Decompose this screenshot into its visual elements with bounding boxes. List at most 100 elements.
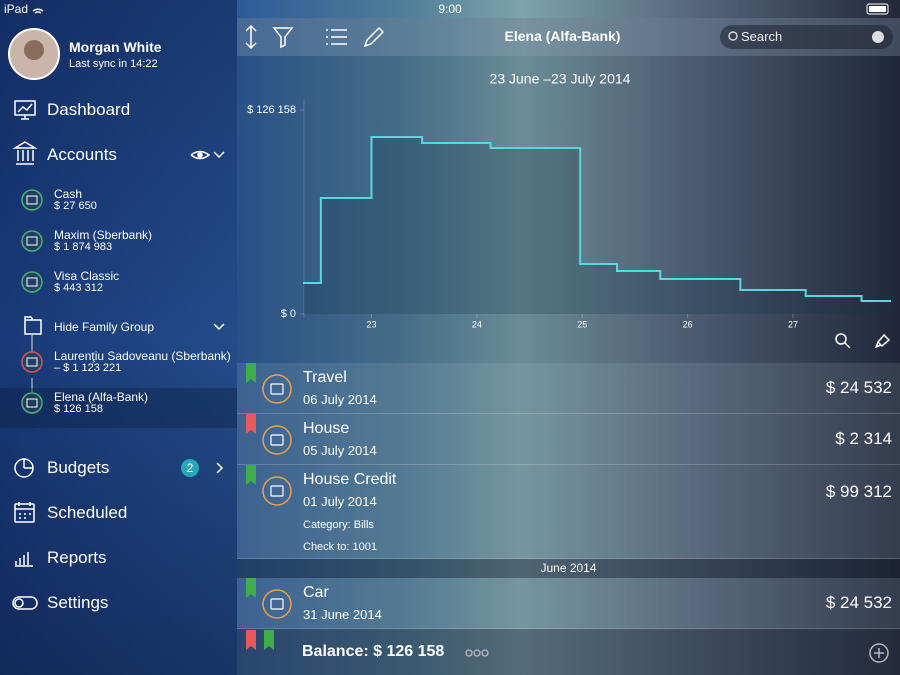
transaction-amount: $ 2 314 [835, 429, 892, 448]
flag [246, 465, 256, 485]
transaction-row[interactable]: Travel 06 July 2014 $ 24 532 [237, 363, 900, 414]
transaction-amount: $ 24 532 [825, 378, 892, 397]
chart: 23 June –23 July 2014 $ 0 $ 126 158 23 24 25… [247, 71, 891, 329]
chart-title: 23 June –23 July 2014 [490, 71, 631, 87]
account-icon [21, 189, 43, 211]
x-tick-label: 26 [683, 319, 693, 329]
account-amount: $ 27 650 [54, 200, 97, 212]
clock: 9:00 [438, 2, 462, 16]
badge-bg [181, 459, 199, 477]
nav-item[interactable]: Accounts [47, 145, 117, 164]
search-placeholder[interactable]: Search [741, 29, 783, 44]
account-amount: $ 1 874 983 [54, 241, 113, 253]
flag [246, 630, 256, 650]
transaction-detail: Check to: 1001 [303, 541, 377, 553]
transaction-date: 05 July 2014 [303, 443, 377, 458]
transaction-name: House Credit [303, 471, 397, 488]
transaction-date: 06 July 2014 [303, 392, 377, 407]
section-header: June 2014 [237, 559, 900, 578]
account-name[interactable]: Laurenţiu Sadoveanu (Sberbank) [54, 349, 231, 363]
flag [246, 578, 256, 598]
transaction-row[interactable]: House 05 July 2014 $ 2 314 [237, 414, 900, 465]
category-glyph [270, 383, 284, 395]
account-icon [21, 230, 43, 252]
transaction-detail: Category: Bills [303, 519, 374, 531]
transaction-name: House [303, 420, 350, 437]
account-name[interactable]: Cash [54, 187, 83, 201]
transaction-name: Car [303, 584, 329, 601]
category-glyph [270, 434, 284, 446]
transaction-name: Travel [303, 369, 347, 386]
transaction-amount: $ 99 312 [825, 482, 892, 501]
nav-item[interactable]: Reports [47, 548, 107, 567]
account-icon [21, 351, 43, 373]
nav-item[interactable]: Settings [47, 593, 109, 612]
account-amount: $ 443 312 [54, 282, 103, 294]
account-icon-card [26, 236, 38, 246]
y-tick-label: $ 0 [281, 308, 296, 320]
device: iPad [4, 2, 29, 16]
account-name[interactable]: Elena (Alfa-Bank) [54, 390, 149, 404]
transaction-date: 01 July 2014 [303, 494, 377, 509]
account-icon-card [26, 357, 38, 367]
user-name: Morgan White [69, 39, 162, 55]
x-tick-label: 25 [577, 319, 587, 329]
transaction-amount: $ 24 532 [825, 593, 892, 612]
category-icon [262, 476, 292, 506]
avatar-face [24, 40, 44, 60]
x-tick-label: 23 [366, 319, 376, 329]
wifi-icon [32, 8, 44, 14]
account-icon-card [26, 277, 38, 287]
flag [246, 414, 256, 434]
clear-search[interactable] [872, 31, 884, 43]
row-icons [246, 578, 292, 619]
sync-status: Last sync in 14:22 [69, 58, 158, 70]
account-icon-card [26, 195, 38, 205]
flag [246, 363, 256, 383]
account-icon [21, 271, 43, 293]
main-panel [237, 18, 900, 675]
account-amount: $ 126 158 [54, 403, 103, 415]
search-icon [728, 31, 738, 41]
transaction-row[interactable]: Car 31 June 2014 $ 24 532 [237, 578, 900, 629]
y-tick-label: $ 126 158 [247, 104, 296, 116]
nav-item[interactable]: Scheduled [47, 503, 128, 522]
transaction-date: 31 June 2014 [303, 607, 382, 622]
account-name[interactable]: Visa Classic [54, 269, 120, 283]
account-name[interactable]: Maxim (Sberbank) [54, 228, 153, 242]
row-icons [246, 465, 292, 506]
row-icons [246, 414, 292, 455]
more-dots[interactable] [465, 649, 489, 657]
group-toggle[interactable]: Hide Family Group [54, 320, 155, 334]
account-icon [21, 392, 43, 414]
category-icon [262, 425, 292, 455]
battery-level [869, 6, 886, 12]
transaction-row[interactable]: House Credit 01 July 2014 $ 99 312 Category… [237, 465, 900, 559]
battery-icon [866, 3, 889, 15]
account-amount: – $ 1 123 221 [54, 362, 122, 374]
category-icon [262, 374, 292, 404]
category-icon [262, 589, 292, 619]
transaction-list: Travel 06 July 2014 $ 24 532 House 05 July 2… [237, 363, 900, 675]
nav-icons [12, 24, 891, 663]
footer: Balance: $ 126 158 [237, 629, 900, 675]
x-tick-label: 24 [472, 319, 482, 329]
category-glyph [270, 598, 284, 610]
badge: 2 [186, 461, 194, 475]
category-glyph [270, 485, 284, 497]
nav-item[interactable]: Budgets [47, 458, 110, 477]
footer-flags [246, 630, 274, 650]
balance: Balance: $ 126 158 [302, 643, 445, 660]
account-title: Elena (Alfa-Bank) [504, 28, 621, 44]
account-icon-card [26, 398, 38, 408]
row-icons [246, 363, 292, 404]
area [304, 137, 890, 314]
sidebar [0, 0, 237, 675]
nav-item[interactable]: Dashboard [47, 100, 131, 119]
x-tick-label: 27 [788, 319, 798, 329]
toolbar-title: Elena (Alfa-Bank) [237, 28, 900, 44]
flag [264, 630, 274, 650]
search-field[interactable] [720, 25, 893, 49]
